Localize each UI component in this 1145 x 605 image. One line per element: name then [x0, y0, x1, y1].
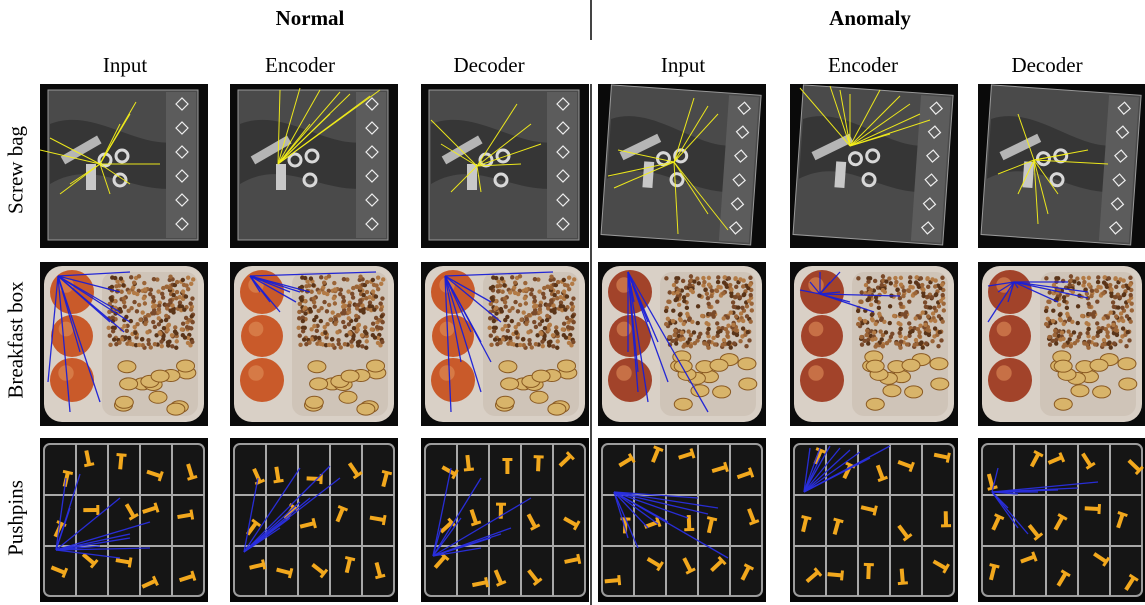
column-header-anomaly-input: Input — [660, 53, 706, 77]
attention-map-screw-bag-normal-decoder — [421, 84, 589, 248]
row-label-pushpins: Pushpins — [3, 480, 28, 556]
panel-pushpins-normal-encoder — [230, 438, 398, 602]
panel-pushpins-anomaly-decoder — [978, 438, 1145, 602]
attention-map-breakfast-box-normal-input — [40, 262, 208, 426]
attention-map-pushpins-normal-decoder — [421, 438, 589, 602]
panel-breakfast-box-normal-input — [40, 262, 208, 426]
attention-map-pushpins-anomaly-input — [598, 438, 766, 602]
attention-map-pushpins-anomaly-encoder — [790, 438, 958, 602]
panel-breakfast-box-normal-encoder — [230, 262, 398, 426]
attention-map-pushpins-normal-input — [40, 438, 208, 602]
row-label-breakfast-box: Breakfast box — [3, 281, 28, 399]
panel-pushpins-anomaly-input — [598, 438, 766, 602]
panel-screw-bag-normal-encoder — [230, 84, 398, 248]
normal-group-title: Normal — [275, 6, 345, 30]
attention-map-screw-bag-anomaly-encoder — [790, 84, 958, 248]
panel-screw-bag-anomaly-encoder — [790, 84, 958, 248]
attention-map-breakfast-box-anomaly-decoder — [978, 262, 1145, 426]
panel-screw-bag-anomaly-decoder — [978, 84, 1145, 248]
group-divider — [590, 84, 592, 605]
attention-map-screw-bag-anomaly-decoder — [978, 84, 1145, 248]
attention-map-breakfast-box-anomaly-encoder — [790, 262, 958, 426]
attention-map-pushpins-anomaly-decoder — [978, 438, 1145, 602]
panel-pushpins-normal-input — [40, 438, 208, 602]
panel-breakfast-box-normal-decoder — [421, 262, 589, 426]
attention-map-pushpins-normal-encoder — [230, 438, 398, 602]
column-header-normal-encoder: Encoder — [265, 53, 335, 77]
panel-screw-bag-normal-input — [40, 84, 208, 248]
attention-map-screw-bag-anomaly-input — [598, 84, 766, 248]
column-header-normal-input: Input — [102, 53, 148, 77]
panel-breakfast-box-anomaly-input — [598, 262, 766, 426]
row-label-screw-bag: Screw bag — [3, 125, 28, 215]
attention-map-breakfast-box-normal-encoder — [230, 262, 398, 426]
panel-pushpins-normal-decoder — [421, 438, 589, 602]
attention-map-screw-bag-normal-input — [40, 84, 208, 248]
column-header-anomaly-encoder: Encoder — [828, 53, 898, 77]
column-header-anomaly-decoder: Decoder — [1011, 53, 1083, 77]
anomaly-group-title: Anomaly — [829, 6, 911, 30]
panel-breakfast-box-anomaly-encoder — [790, 262, 958, 426]
panel-pushpins-anomaly-encoder — [790, 438, 958, 602]
attention-map-breakfast-box-anomaly-input — [598, 262, 766, 426]
panel-screw-bag-normal-decoder — [421, 84, 589, 248]
attention-map-screw-bag-normal-encoder — [230, 84, 398, 248]
attention-map-breakfast-box-normal-decoder — [421, 262, 589, 426]
panel-breakfast-box-anomaly-decoder — [978, 262, 1145, 426]
column-header-normal-decoder: Decoder — [453, 53, 525, 77]
panel-screw-bag-anomaly-input — [598, 84, 766, 248]
header-divider — [590, 0, 592, 40]
